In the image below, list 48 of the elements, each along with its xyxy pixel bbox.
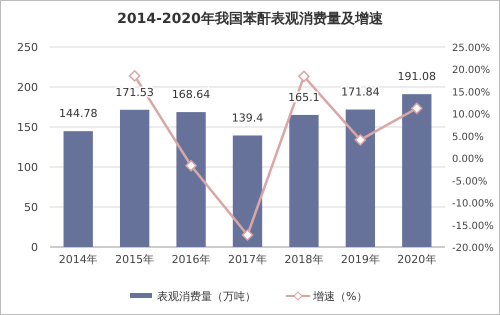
y2-tick-label: -5.00% bbox=[452, 176, 488, 188]
point bbox=[128, 70, 140, 82]
bar bbox=[120, 110, 150, 247]
y-tick-label: 250 bbox=[17, 41, 38, 54]
legend-增速（%）: 增速（%） bbox=[286, 290, 368, 303]
x-tick-label: 2020年 bbox=[397, 253, 436, 266]
y-tick-label: 50 bbox=[24, 201, 38, 214]
data-label: 165.1 bbox=[288, 90, 320, 104]
y2-tick-label: 10.00% bbox=[452, 110, 490, 121]
y2-tick-label: 25.00% bbox=[452, 43, 490, 54]
y-tick-label: 0 bbox=[31, 241, 38, 254]
data-label: 168.64 bbox=[172, 88, 210, 102]
point bbox=[298, 70, 310, 82]
y2-tick-label: 20.00% bbox=[452, 65, 490, 76]
point bbox=[354, 134, 366, 146]
bar bbox=[232, 135, 262, 247]
data-label: 144.78 bbox=[58, 107, 98, 120]
x-tick-label: 2017年 bbox=[228, 253, 267, 266]
point bbox=[242, 229, 254, 241]
bar bbox=[402, 94, 432, 247]
y-tick-label: 150 bbox=[17, 121, 38, 134]
y2-tick-label: 15.00% bbox=[452, 87, 490, 98]
bar bbox=[176, 112, 206, 247]
y2-tick-label: -10.00% bbox=[452, 198, 494, 210]
point bbox=[411, 102, 423, 114]
y2-tick-label: -20.00% bbox=[452, 243, 494, 254]
x-tick-label: 2016年 bbox=[172, 253, 211, 266]
y-tick-label: 200 bbox=[17, 81, 38, 94]
x-tick-label: 2018年 bbox=[284, 253, 324, 266]
bar bbox=[346, 110, 376, 247]
y-tick-label: 100 bbox=[17, 161, 38, 174]
data-label: 171.84 bbox=[341, 86, 380, 99]
legend-label: 增速（%） bbox=[312, 290, 368, 303]
y2-tick-label: -15.00% bbox=[452, 220, 494, 232]
legend-表观消费量（万吨）: 表观消费量（万吨） bbox=[130, 290, 256, 303]
y2-tick-label: 5.00% bbox=[452, 132, 484, 143]
x-tick-label: 2014年 bbox=[58, 253, 98, 266]
y2-tick-label: 0.00% bbox=[452, 154, 484, 166]
data-label: 139.4 bbox=[232, 111, 264, 124]
bar bbox=[64, 131, 93, 247]
x-tick-label: 2019年 bbox=[340, 253, 380, 266]
data-label: 191.08 bbox=[398, 70, 436, 84]
data-label: 171.53 bbox=[115, 86, 154, 99]
legend-label: 表观消费量（万吨） bbox=[157, 290, 256, 303]
x-tick-label: 2015年 bbox=[115, 253, 154, 266]
chart-title: 2014-2020年我国苯酐表观消费量及增速 bbox=[117, 11, 384, 27]
point bbox=[185, 160, 197, 172]
bar bbox=[289, 114, 319, 247]
